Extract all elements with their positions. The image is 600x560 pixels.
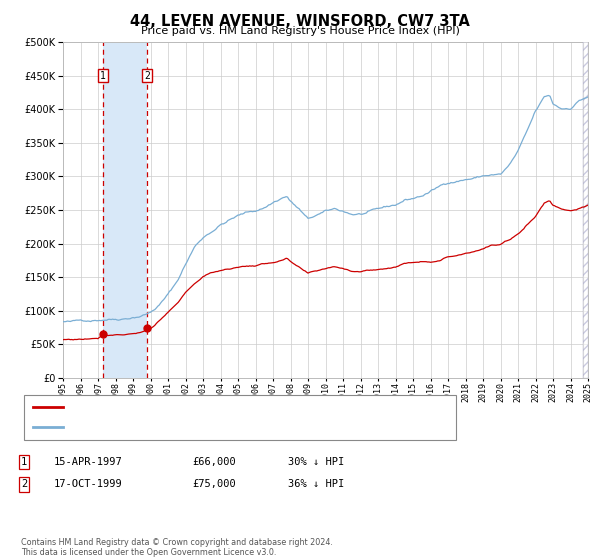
Text: 2: 2 (21, 479, 27, 489)
Text: 1: 1 (21, 457, 27, 467)
Text: 44, LEVEN AVENUE, WINSFORD, CW7 3TA (detached house): 44, LEVEN AVENUE, WINSFORD, CW7 3TA (det… (69, 402, 374, 412)
Text: 36% ↓ HPI: 36% ↓ HPI (288, 479, 344, 489)
Text: HPI: Average price, detached house, Cheshire West and Chester: HPI: Average price, detached house, Ches… (69, 422, 427, 432)
Text: 44, LEVEN AVENUE, WINSFORD, CW7 3TA: 44, LEVEN AVENUE, WINSFORD, CW7 3TA (130, 14, 470, 29)
Text: Price paid vs. HM Land Registry's House Price Index (HPI): Price paid vs. HM Land Registry's House … (140, 26, 460, 36)
Text: £66,000: £66,000 (192, 457, 236, 467)
Text: 2: 2 (144, 71, 150, 81)
Bar (103, 42, 147, 378)
Text: 1: 1 (100, 71, 106, 81)
Text: 17-OCT-1999: 17-OCT-1999 (54, 479, 123, 489)
Text: Contains HM Land Registry data © Crown copyright and database right 2024.
This d: Contains HM Land Registry data © Crown c… (21, 538, 333, 557)
Text: 15-APR-1997: 15-APR-1997 (54, 457, 123, 467)
Text: 30% ↓ HPI: 30% ↓ HPI (288, 457, 344, 467)
Text: £75,000: £75,000 (192, 479, 236, 489)
